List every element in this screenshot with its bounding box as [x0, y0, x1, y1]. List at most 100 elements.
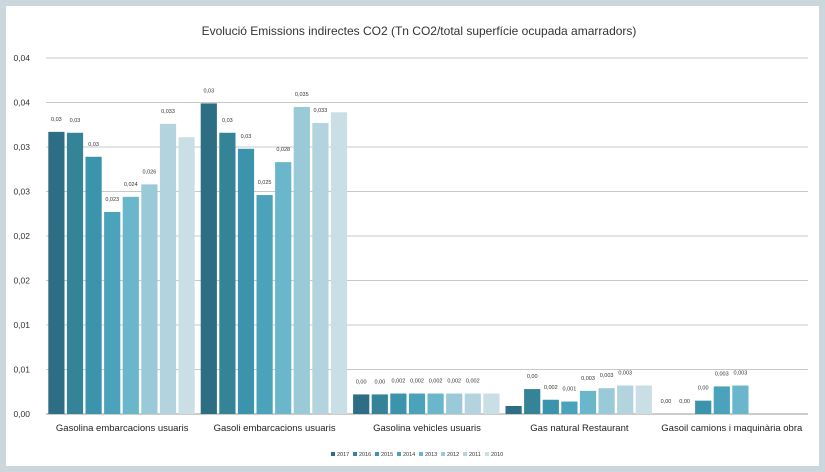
category-label: Gasoli embarcacions usuaris [214, 423, 336, 434]
data-label: 0,025 [258, 180, 272, 186]
data-label: 0,024 [124, 182, 138, 188]
legend-label: 2015 [381, 452, 393, 458]
y-tick-label: 0,04 [13, 98, 30, 108]
category-label: Gasolina embarcacions usuaris [56, 423, 189, 434]
bar [598, 388, 615, 414]
bar [200, 103, 217, 414]
bar [505, 405, 522, 414]
legend-swatch [375, 452, 379, 456]
bar [48, 131, 65, 414]
bar [427, 393, 444, 414]
bar [617, 385, 634, 414]
data-label: 0,003 [618, 371, 632, 377]
bar [713, 386, 730, 414]
data-labels: 0,03 0,03 0,03 0,023 0,024 0,026 0,033 0,03 0,03… [51, 88, 747, 405]
data-label: 0,003 [600, 373, 614, 379]
data-label: 0,03 [222, 118, 233, 124]
bar [293, 106, 310, 414]
y-tick-label: 0,00 [13, 409, 30, 419]
data-label: 0,035 [295, 92, 309, 98]
legend-label: 2012 [447, 452, 459, 458]
legend-label: 2017 [337, 452, 349, 458]
bar [408, 393, 426, 414]
category-label: Gas natural Restaurant [530, 423, 629, 434]
y-tick-label: 0,04 [13, 53, 30, 63]
data-label: 0,003 [581, 376, 595, 382]
bar [122, 196, 139, 414]
legend-swatch [353, 452, 357, 456]
bar [446, 393, 463, 414]
bar [371, 394, 388, 414]
data-label: 0,00 [661, 399, 672, 405]
legend-label: 2016 [359, 452, 371, 458]
data-label: 0,002 [544, 385, 558, 391]
data-label: 0,03 [241, 134, 252, 140]
data-label: 0,028 [276, 147, 290, 153]
chart-frame: Evolució Emissions indirectes CO2 (Tn CO… [6, 6, 819, 466]
category-label: Gasolina vehicles usuaris [373, 423, 481, 434]
bar [542, 399, 559, 414]
bar [483, 393, 500, 414]
data-label: 0,00 [679, 399, 690, 405]
data-label: 0,033 [161, 109, 175, 115]
data-label: 0,026 [143, 169, 157, 175]
y-tick-label: 0,01 [13, 320, 30, 330]
y-tick-label: 0,03 [13, 142, 30, 152]
bar [561, 401, 578, 414]
bar [390, 393, 407, 414]
data-label: 0,002 [410, 379, 424, 385]
legend-label: 2010 [491, 452, 503, 458]
data-label: 0,023 [105, 197, 119, 203]
data-label: 0,00 [698, 386, 709, 392]
data-label: 0,002 [447, 379, 461, 385]
y-tick-label: 0,01 [13, 365, 30, 375]
y-tick-label: 0,03 [13, 187, 30, 197]
bar [104, 211, 121, 414]
chart-title: Evolució Emissions indirectes CO2 (Tn CO… [202, 24, 637, 38]
legend-swatch [419, 452, 423, 456]
data-label: 0,002 [466, 379, 480, 385]
data-label: 0,00 [527, 374, 538, 380]
data-label: 0,03 [70, 118, 81, 124]
x-axis: Gasolina embarcacions usuaris Gasoli emba… [56, 423, 803, 434]
bar [178, 137, 195, 414]
bar [256, 195, 273, 414]
y-tick-label: 0,02 [13, 231, 30, 241]
data-label: 0,00 [356, 379, 367, 385]
legend-swatch [397, 452, 401, 456]
y-tick-label: 0,02 [13, 276, 30, 286]
category-label: Gasoil camions i maquinària obra [661, 423, 803, 434]
bar [579, 390, 597, 414]
bar [141, 184, 158, 414]
legend-swatch [441, 452, 445, 456]
bar [732, 385, 749, 414]
data-label: 0,002 [429, 379, 443, 385]
chart: Evolució Emissions indirectes CO2 (Tn CO… [13, 24, 808, 458]
bar [464, 393, 481, 414]
bar [312, 122, 329, 414]
bar [219, 132, 236, 414]
legend: 2017 2016 2015 2014 2013 2012 2011 2010 [331, 452, 503, 458]
legend-label: 2013 [425, 452, 437, 458]
data-label: 0,002 [392, 379, 406, 385]
legend-label: 2011 [469, 452, 481, 458]
bar [353, 394, 370, 414]
data-label: 0,001 [563, 387, 577, 393]
data-label: 0,003 [715, 371, 729, 377]
bar [159, 123, 177, 415]
bar [330, 112, 348, 414]
bars [48, 103, 749, 415]
bar [695, 400, 712, 414]
legend-swatch [485, 452, 489, 456]
data-label: 0,033 [314, 108, 328, 114]
data-label: 0,03 [51, 117, 62, 123]
data-label: 0,03 [88, 142, 99, 148]
data-label: 0,00 [374, 379, 385, 385]
legend-label: 2014 [403, 452, 415, 458]
bar [85, 156, 102, 415]
bar [66, 132, 84, 414]
bar [524, 389, 541, 414]
data-label: 0,003 [734, 371, 748, 377]
y-axis: 0,00 0,01 0,01 0,02 0,02 0,03 0,03 0,04 0,04 [13, 53, 30, 419]
bar [275, 162, 292, 414]
